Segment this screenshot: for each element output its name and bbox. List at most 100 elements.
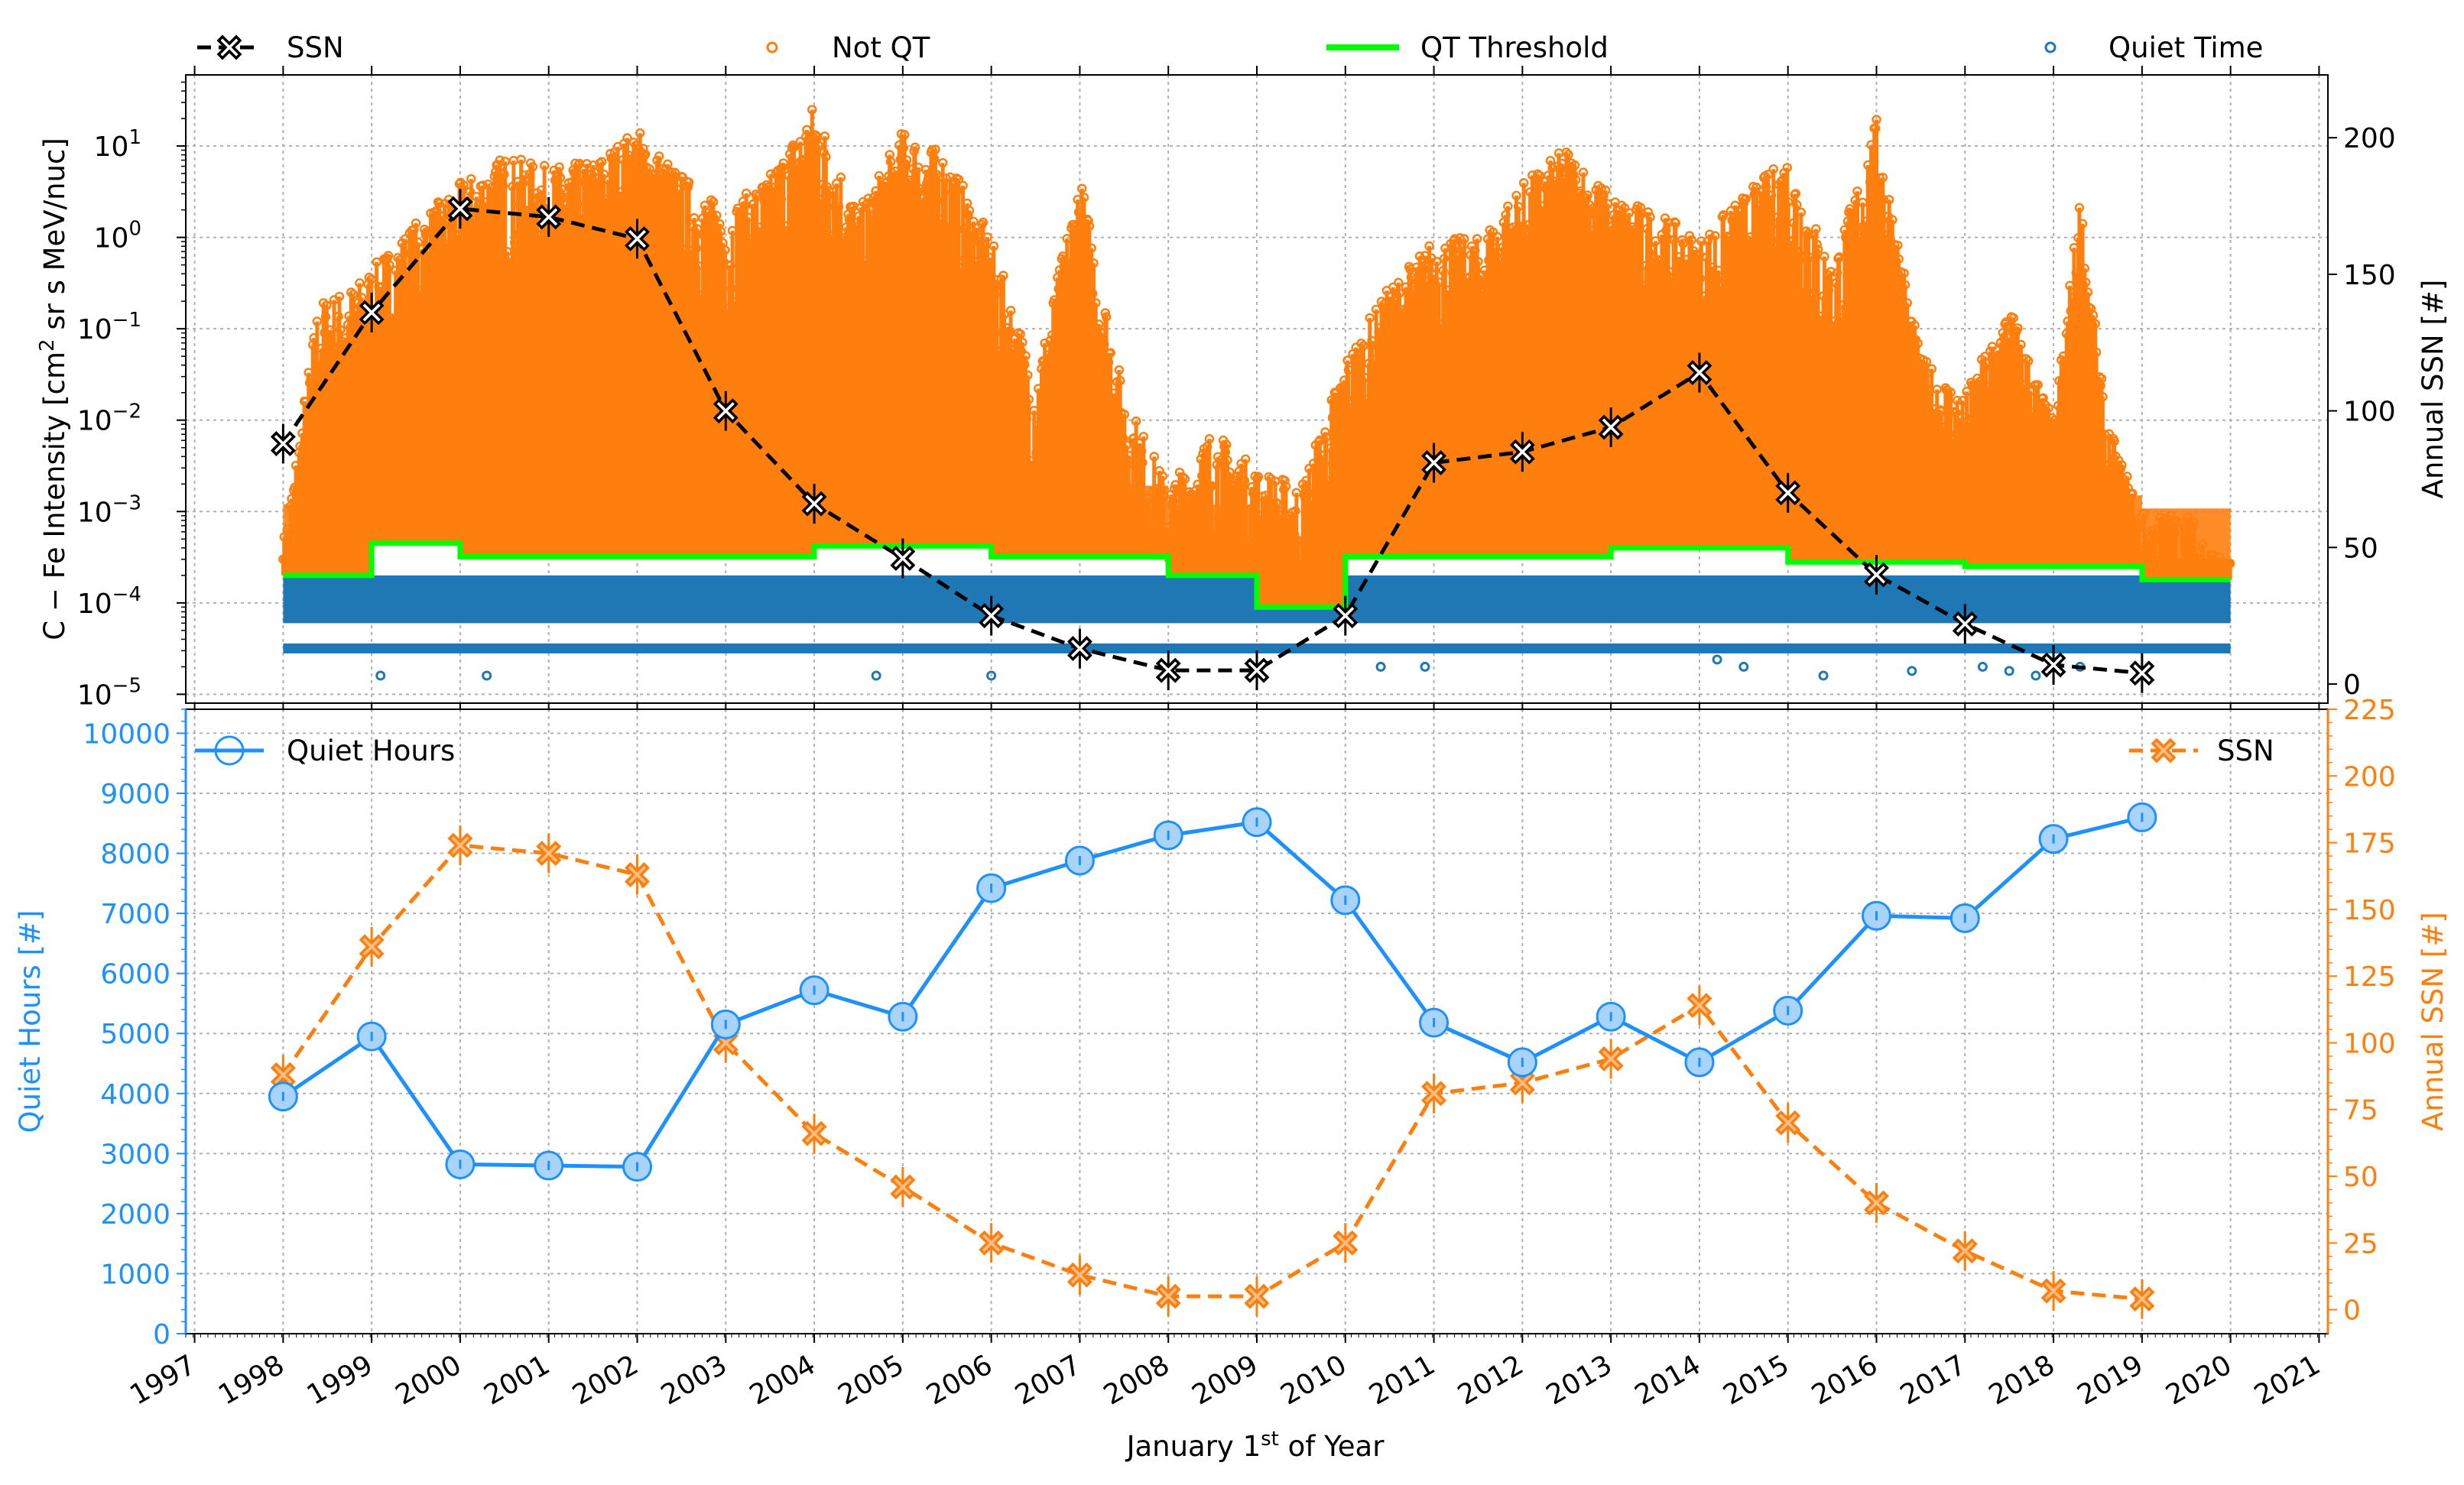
legend-bottom-ssn-label: SSN bbox=[2217, 734, 2274, 767]
bottom-y2-tick-label: 50 bbox=[2343, 1162, 2378, 1193]
not-qt-point bbox=[2016, 339, 2026, 350]
bottom-ssn-point bbox=[2040, 1278, 2066, 1304]
bottom-ssn-point bbox=[1509, 1070, 1535, 1096]
not-qt-point bbox=[1710, 231, 1720, 241]
y-tick-label: 10−2 bbox=[77, 400, 141, 437]
y-tick-base: 10 bbox=[77, 679, 112, 711]
bottom-ssn-series bbox=[270, 825, 2155, 1319]
not-qt-point bbox=[1091, 298, 1101, 308]
bottom-ssn-point bbox=[801, 1120, 827, 1146]
not-qt-point bbox=[312, 316, 323, 326]
not-qt-point bbox=[1023, 370, 1033, 381]
not-qt-point bbox=[1240, 454, 1251, 465]
x-axis-label: January 1st of Year bbox=[1125, 1428, 1385, 1463]
not-qt-point bbox=[555, 173, 566, 183]
not-qt-point bbox=[1913, 339, 1923, 349]
quiet-time-point bbox=[1738, 661, 1749, 672]
y-tick-label: 10−3 bbox=[77, 491, 141, 528]
not-qt-point bbox=[789, 142, 799, 152]
not-qt-point bbox=[958, 180, 968, 191]
y-tick-exponent: 0 bbox=[128, 218, 141, 241]
y-tick-base: 10 bbox=[94, 131, 129, 163]
bottom-ssn-point bbox=[1421, 1081, 1447, 1107]
not-qt-point bbox=[346, 287, 356, 297]
not-qt-point bbox=[1578, 167, 1589, 177]
qt-threshold-line bbox=[283, 540, 2231, 610]
legend-notqt-marker bbox=[766, 41, 778, 53]
bottom-y2-tick-label: 25 bbox=[2343, 1228, 2378, 1260]
not-qt-point bbox=[1394, 288, 1404, 298]
not-qt-point bbox=[711, 210, 722, 221]
quiet-time-point bbox=[871, 670, 881, 681]
not-qt-point bbox=[998, 271, 1008, 280]
y-tick-base: 10 bbox=[77, 588, 112, 620]
not-qt-point bbox=[1221, 439, 1232, 449]
not-qt-point bbox=[1946, 387, 1956, 397]
legend-quiet-hours-marker bbox=[214, 735, 245, 766]
ssn-point bbox=[447, 196, 473, 222]
not-qt-point bbox=[1899, 268, 1909, 278]
bottom-left-axis-label: Quiet Hours [#] bbox=[14, 910, 47, 1133]
not-qt-point bbox=[2023, 356, 2034, 366]
quiet-time-point bbox=[375, 670, 386, 681]
ssn-point bbox=[270, 431, 296, 456]
ssn-point bbox=[979, 603, 1005, 629]
not-qt-point bbox=[322, 300, 332, 310]
quiet-time-point bbox=[2004, 666, 2014, 676]
not-qt-point bbox=[622, 133, 632, 143]
not-qt-point bbox=[2088, 310, 2099, 320]
not-qt-point bbox=[706, 195, 716, 206]
top-ssn-series bbox=[270, 189, 2231, 693]
top-right-axis-ticks: 0 50 100 150 200 bbox=[2328, 123, 2396, 701]
not-qt-point bbox=[1624, 208, 1635, 218]
not-qt-point bbox=[1503, 201, 1513, 212]
not-qt-point bbox=[1105, 348, 1115, 358]
not-qt-point bbox=[2098, 391, 2108, 402]
not-qt-point bbox=[1719, 209, 1729, 220]
quiet-time-point bbox=[1420, 661, 1430, 672]
not-qt-point bbox=[2013, 323, 2023, 333]
bottom-ssn-point bbox=[1686, 993, 1712, 1019]
not-qt-point bbox=[2044, 403, 2053, 413]
bottom-y2-tick-label: 200 bbox=[2343, 761, 2396, 793]
not-qt-point bbox=[516, 154, 526, 164]
ssn-point bbox=[625, 225, 650, 251]
not-qt-point bbox=[528, 162, 538, 172]
not-qt-point bbox=[1253, 472, 1264, 482]
not-qt-point bbox=[1645, 212, 1655, 222]
y-tick-exponent: 1 bbox=[128, 126, 141, 149]
not-qt-point bbox=[1018, 337, 1027, 348]
bottom-ssn-point bbox=[890, 1174, 916, 1200]
not-qt-point bbox=[2096, 374, 2107, 384]
top-legend: SSN Not QT QT Threshold Quiet Time bbox=[197, 31, 2263, 64]
not-qt-point bbox=[2091, 347, 2102, 358]
not-qt-point bbox=[914, 183, 924, 193]
not-qt-point bbox=[635, 128, 645, 138]
not-qt-point bbox=[348, 289, 359, 300]
ssn-point bbox=[1864, 562, 1889, 588]
bottom-y2-tick-label: 0 bbox=[2343, 1295, 2361, 1327]
bottom-ssn-point bbox=[447, 832, 473, 858]
not-qt-point bbox=[820, 131, 830, 141]
not-qt-point bbox=[385, 260, 394, 270]
legend-notqt-label: Not QT bbox=[832, 31, 930, 64]
not-qt-point bbox=[383, 251, 394, 261]
not-qt-point bbox=[969, 216, 979, 227]
bottom-y-tick-label: 8000 bbox=[100, 839, 170, 871]
bottom-ssn-point bbox=[1333, 1230, 1359, 1256]
not-qt-point bbox=[459, 180, 469, 190]
not-qt-band bbox=[1257, 536, 1346, 608]
not-qt-point bbox=[1696, 236, 1706, 246]
y-tick-exponent: −4 bbox=[112, 583, 141, 606]
not-qt-point bbox=[1583, 190, 1592, 200]
bottom-ssn-point bbox=[270, 1062, 296, 1088]
not-qt-point bbox=[1005, 306, 1016, 316]
not-qt-point bbox=[2021, 354, 2031, 364]
not-qt-point bbox=[1492, 232, 1502, 242]
not-qt-point bbox=[1015, 329, 1025, 339]
not-qt-point bbox=[1076, 183, 1087, 193]
bottom-ssn-point bbox=[1244, 1283, 1270, 1309]
not-qt-point bbox=[910, 142, 920, 152]
y2-tick-label: 50 bbox=[2343, 533, 2378, 564]
not-qt-point bbox=[1678, 238, 1688, 248]
